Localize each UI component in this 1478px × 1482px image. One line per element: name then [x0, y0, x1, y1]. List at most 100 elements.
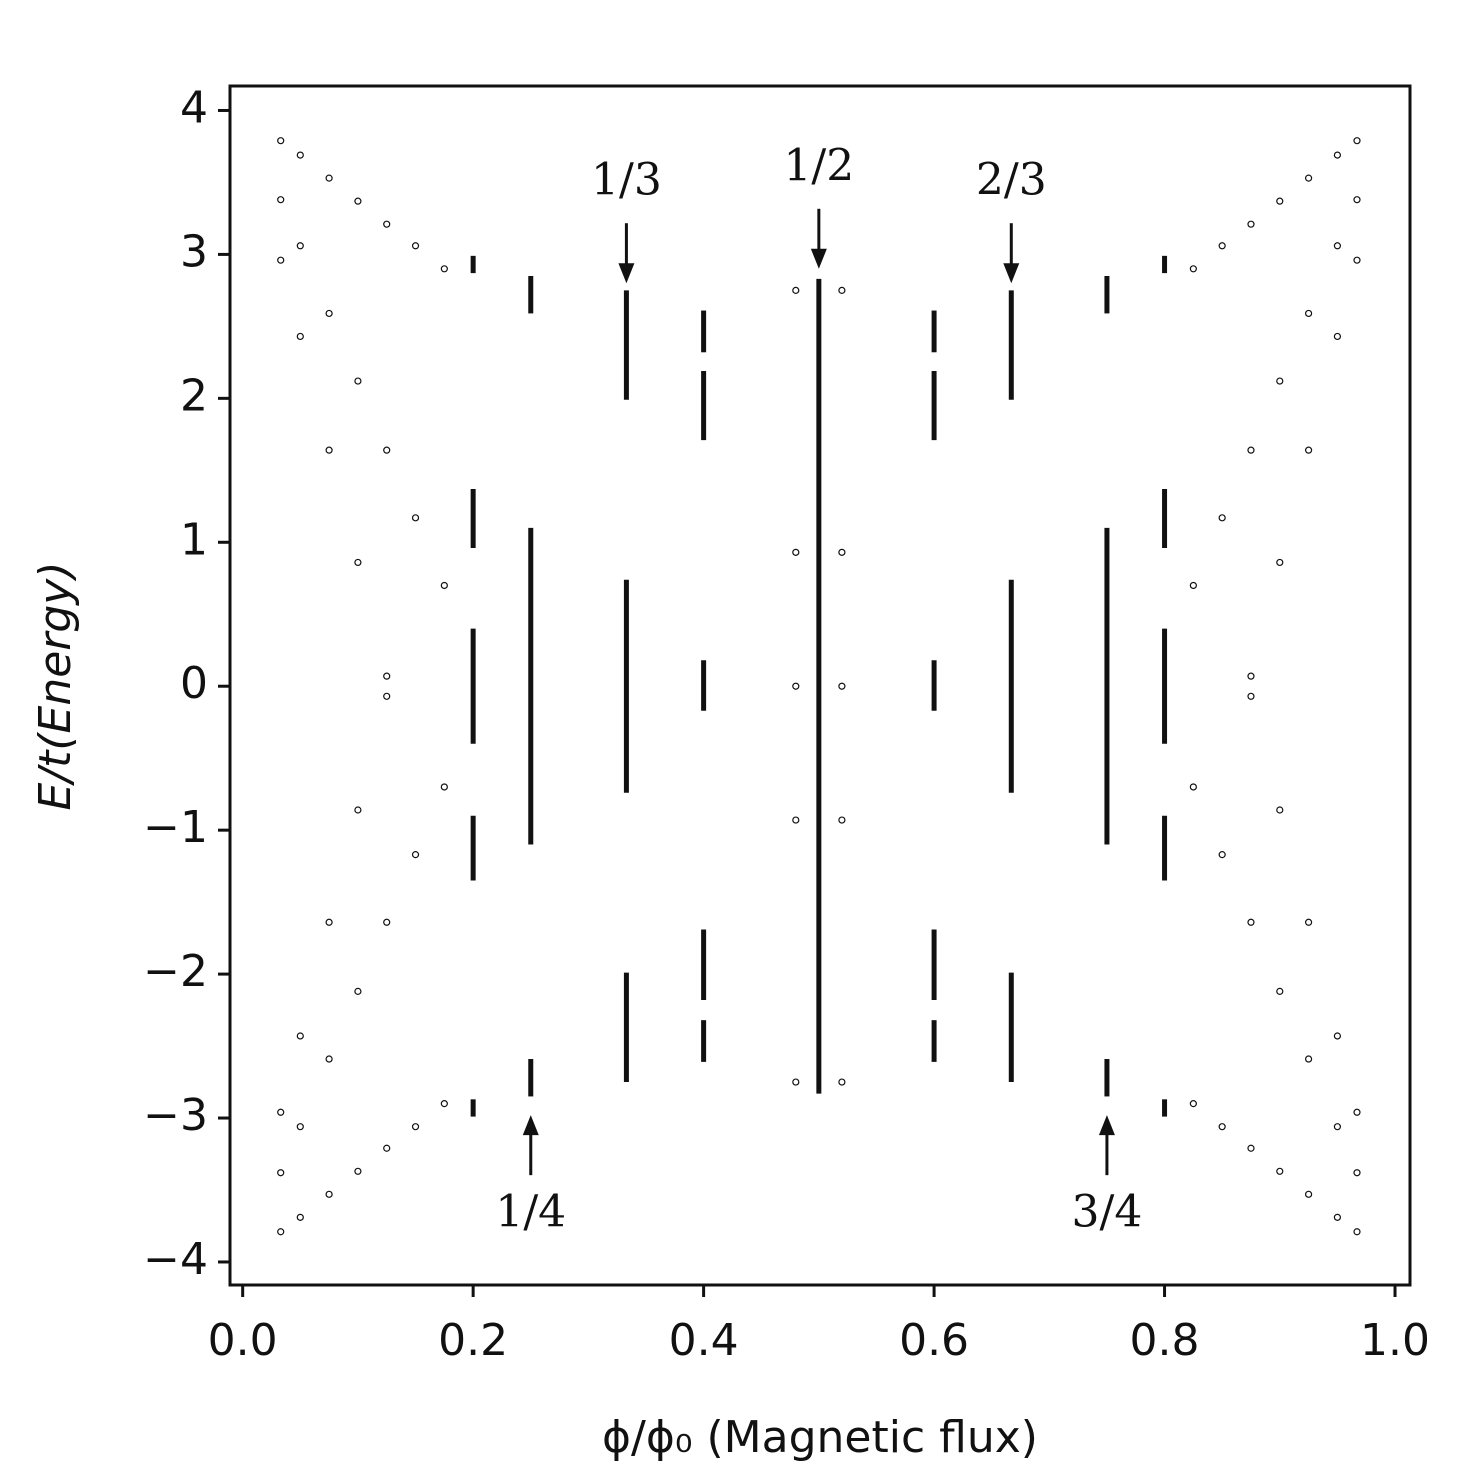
point	[1247, 220, 1255, 228]
point	[325, 1190, 333, 1198]
point	[354, 377, 362, 385]
point	[1333, 1032, 1342, 1040]
x-tick-label: 1.0	[1360, 1315, 1430, 1366]
x-tick-label: 0.8	[1130, 1315, 1200, 1366]
point	[383, 672, 391, 680]
annotation-arrowhead	[522, 1115, 539, 1136]
point	[1189, 265, 1197, 273]
point	[1353, 137, 1361, 145]
point	[1276, 377, 1284, 385]
point	[296, 151, 304, 159]
point	[1304, 174, 1313, 182]
y-axis-label: E/t(Energy)	[30, 561, 81, 810]
point	[354, 987, 362, 995]
y-tick-label: −3	[143, 1090, 208, 1141]
point	[354, 558, 362, 567]
point	[1276, 987, 1284, 995]
point	[383, 220, 391, 228]
point	[1304, 1055, 1313, 1063]
point	[792, 816, 800, 824]
point	[1333, 1123, 1342, 1131]
point	[354, 1167, 362, 1175]
point	[1276, 806, 1284, 814]
point	[1304, 918, 1313, 926]
point	[1333, 332, 1342, 341]
point	[296, 332, 304, 341]
point	[838, 1078, 846, 1086]
point	[354, 197, 362, 205]
point	[277, 256, 285, 264]
point	[277, 137, 285, 145]
point	[296, 242, 304, 250]
point	[1189, 1100, 1197, 1108]
y-tick-label: −1	[143, 802, 208, 853]
point	[1247, 672, 1255, 680]
x-tick-label: 0.4	[669, 1315, 739, 1366]
annotation-arrowhead	[618, 263, 635, 284]
point	[277, 196, 285, 204]
point	[838, 816, 846, 824]
point	[838, 682, 846, 690]
point	[325, 446, 333, 454]
point	[792, 548, 800, 556]
point	[792, 682, 800, 690]
x-tick-label: 0.0	[208, 1315, 278, 1366]
point	[1247, 1144, 1255, 1152]
point	[1333, 1213, 1342, 1221]
point	[1247, 446, 1255, 454]
point	[440, 783, 448, 791]
point	[325, 1055, 333, 1063]
point	[440, 265, 448, 273]
annotation: 3/4	[1072, 1187, 1143, 1238]
annotation-arrowhead	[1098, 1115, 1115, 1136]
point	[296, 1213, 304, 1221]
point	[1189, 581, 1197, 590]
y-tick-label: −2	[143, 946, 208, 997]
point	[1353, 1169, 1361, 1177]
point	[383, 446, 391, 454]
point	[411, 1123, 420, 1131]
point	[838, 286, 846, 294]
point	[1247, 692, 1255, 700]
point	[1218, 514, 1226, 522]
point	[277, 1169, 285, 1177]
x-tick-label: 0.2	[438, 1315, 508, 1366]
point	[838, 548, 846, 556]
annotation: 1/2	[783, 140, 854, 191]
y-tick-label: 2	[180, 370, 208, 421]
point	[296, 1032, 304, 1040]
point	[277, 1228, 285, 1236]
point	[1276, 1167, 1284, 1175]
point	[1304, 309, 1313, 318]
y-tick-label: 1	[180, 514, 208, 565]
point	[440, 581, 448, 590]
point	[411, 242, 420, 250]
point	[383, 692, 391, 700]
y-tick-label: 3	[180, 226, 208, 277]
point	[1304, 446, 1313, 454]
annotation: 2/3	[976, 155, 1047, 206]
point	[411, 851, 420, 859]
point	[1353, 256, 1361, 264]
annotation: 1/3	[591, 155, 662, 206]
annotation-arrowhead	[1003, 263, 1020, 284]
point	[1353, 1228, 1361, 1236]
point	[1218, 851, 1226, 859]
point	[1353, 196, 1361, 204]
point	[325, 309, 333, 318]
y-tick-label: 0	[180, 658, 208, 709]
point	[440, 1100, 448, 1108]
point	[1218, 1123, 1226, 1131]
point	[325, 918, 333, 926]
point	[325, 174, 333, 182]
point	[1333, 151, 1342, 159]
annotation: 1/4	[495, 1187, 566, 1238]
point	[411, 514, 420, 522]
x-tick-label: 0.6	[899, 1315, 969, 1366]
point	[1218, 242, 1226, 250]
point	[1304, 1190, 1313, 1198]
point	[277, 1108, 285, 1116]
point	[792, 286, 800, 294]
point	[296, 1123, 304, 1131]
